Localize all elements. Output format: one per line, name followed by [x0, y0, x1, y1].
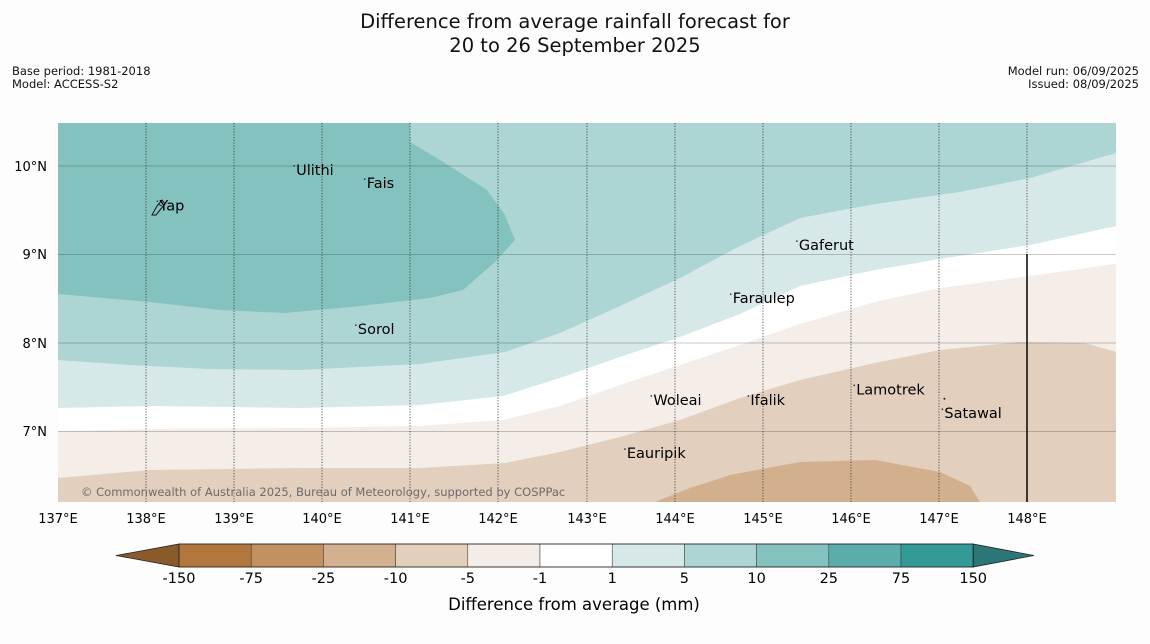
- colorbar-label: 1: [608, 571, 617, 587]
- colorbar-segment-2: [250, 543, 324, 568]
- metadata-left: Base period: 1981-2018 Model: ACCESS-S2: [12, 65, 151, 91]
- colorbar-label: 75: [892, 571, 910, 587]
- y-axis-labels: 10°N 9°N 8°N 7°N: [14, 160, 47, 440]
- island-marker: [943, 397, 946, 400]
- lat-label-8n: 8°N: [23, 337, 48, 352]
- colorbar-extend-low: [115, 543, 180, 568]
- place-label-fais: Fais: [367, 176, 394, 192]
- lon-label-143e: 143°E: [567, 512, 607, 527]
- x-axis-labels: 137°E 138°E 139°E 140°E 141°E 142°E 143°…: [38, 512, 1047, 527]
- colorbar-outline: [178, 543, 974, 568]
- place-label-faraulep: Faraulep: [733, 291, 795, 307]
- colorbar-segment-4: [395, 543, 469, 568]
- metadata-right: Model run: 06/09/2025 Issued: 08/09/2025: [1008, 65, 1139, 91]
- colorbar-label: 150: [959, 571, 987, 587]
- colorbar-label: -25: [312, 571, 336, 587]
- place-labels: Yap Ulithi Fais Sorol Gaferut Faraulep Woleai I…: [156, 163, 1002, 462]
- colorbar-segment-6: [539, 543, 613, 568]
- lat-label-9n: 9°N: [23, 248, 48, 263]
- colorbar-label: 25: [820, 571, 838, 587]
- lon-label-148e: 148°E: [1007, 512, 1047, 527]
- lon-label-140e: 140°E: [302, 512, 342, 527]
- colorbar-label: -5: [461, 571, 475, 587]
- colorbar-label: -10: [384, 571, 408, 587]
- colorbar-segment-10: [828, 543, 902, 568]
- chart-title: Difference from average rainfall forecas…: [0, 10, 1150, 58]
- lat-label-7n: 7°N: [23, 425, 48, 440]
- colorbar-title: Difference from average (mm): [448, 595, 700, 614]
- place-marker-ifalik: [747, 395, 750, 397]
- place-label-eauripik: Eauripik: [627, 446, 686, 462]
- colorbar-extend-high: [972, 543, 1035, 568]
- colorbar-label: 10: [747, 571, 765, 587]
- place-label-ifalik: Ifalik: [750, 393, 785, 409]
- lat-label-10n: 10°N: [14, 160, 47, 175]
- colorbar-label: 5: [680, 571, 689, 587]
- colorbar-segment-3: [323, 543, 396, 568]
- place-marker-sorol: [355, 324, 357, 326]
- place-marker-woleai: [650, 395, 653, 397]
- place-marker-yap: [156, 200, 159, 203]
- fill-neg10-neg25: [655, 460, 980, 502]
- lon-label-141e: 141°E: [390, 512, 430, 527]
- lon-label-146e: 146°E: [831, 512, 871, 527]
- place-marker-ulithi: [293, 165, 295, 167]
- place-marker-fais: [363, 178, 366, 180]
- place-label-yap: Yap: [158, 198, 184, 214]
- colorbar-swatches: [115, 543, 1035, 568]
- place-label-satawal: Satawal: [944, 406, 1001, 422]
- lon-label-139e: 139°E: [214, 512, 254, 527]
- place-label-sorol: Sorol: [358, 322, 395, 338]
- colorbar-segment-8: [684, 543, 757, 568]
- lon-label-137e: 137°E: [38, 512, 78, 527]
- colorbar: -150 -75 -25 -10 -5 -1 1 5 10 25 75 150 Difference …: [115, 543, 1035, 614]
- colorbar-segment-11: [900, 543, 974, 568]
- issued-text: Issued: 08/09/2025: [1028, 77, 1139, 91]
- lon-label-145e: 145°E: [743, 512, 783, 527]
- place-label-woleai: Woleai: [653, 393, 701, 409]
- place-label-ulithi: Ulithi: [296, 163, 334, 179]
- colorbar-segment-9: [756, 543, 830, 568]
- place-marker-satawal: [941, 408, 944, 411]
- base-period-text: Base period: 1981-2018: [12, 64, 151, 78]
- place-marker-eauripik: [624, 448, 626, 450]
- model-text: Model: ACCESS-S2: [12, 77, 119, 91]
- place-marker-lamotrek: [853, 384, 856, 387]
- place-label-lamotrek: Lamotrek: [856, 382, 925, 398]
- title-line-1: Difference from average rainfall forecas…: [360, 10, 790, 33]
- colorbar-labels: -150 -75 -25 -10 -5 -1 1 5 10 25 75 150: [163, 571, 988, 587]
- yap-island-shape: [151, 199, 166, 216]
- lon-label-147e: 147°E: [919, 512, 959, 527]
- colorbar-label: -150: [163, 571, 196, 587]
- place-marker-gaferut: [796, 240, 798, 242]
- fill-gt25: [58, 123, 515, 313]
- lon-label-144e: 144°E: [655, 512, 695, 527]
- place-marker-faraulep: [729, 293, 732, 295]
- model-run-text: Model run: 06/09/2025: [1007, 64, 1139, 78]
- grid-lines: [58, 123, 1116, 502]
- colorbar-label: -75: [239, 571, 263, 587]
- colorbar-segment-7: [611, 543, 685, 568]
- lon-label-138e: 138°E: [126, 512, 166, 527]
- colorbar-segment-5: [467, 543, 541, 568]
- title-line-2: 20 to 26 September 2025: [449, 34, 701, 57]
- place-label-gaferut: Gaferut: [799, 238, 854, 254]
- colorbar-label: -1: [533, 571, 547, 587]
- copyright-text: © Commonwealth of Australia 2025, Bureau…: [81, 485, 565, 499]
- lon-label-142e: 142°E: [478, 512, 518, 527]
- colorbar-segment-1: [178, 543, 252, 568]
